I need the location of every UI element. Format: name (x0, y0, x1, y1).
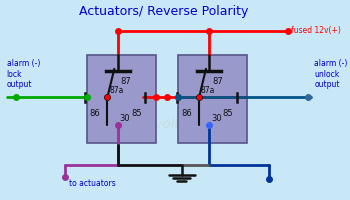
Text: 30: 30 (119, 114, 130, 123)
Text: 86: 86 (181, 109, 192, 118)
Text: fused 12v(+): fused 12v(+) (292, 26, 341, 36)
Text: 87a: 87a (109, 86, 124, 95)
Text: 30: 30 (211, 114, 222, 123)
Text: 85: 85 (223, 109, 233, 118)
Text: the12volt.com: the12volt.com (116, 117, 212, 130)
Text: 87a: 87a (201, 86, 215, 95)
Text: to actuators: to actuators (69, 179, 116, 188)
Bar (87, 55, 155, 143)
Bar (178, 55, 247, 143)
Text: Actuators/ Reverse Polarity: Actuators/ Reverse Polarity (79, 5, 248, 18)
Text: 87: 87 (120, 77, 131, 86)
Text: alarm (-)
unlock
output: alarm (-) unlock output (314, 59, 348, 89)
Text: 86: 86 (89, 109, 100, 118)
Text: 85: 85 (131, 109, 141, 118)
Text: 87: 87 (212, 77, 223, 86)
Text: alarm (-)
lock
output: alarm (-) lock output (7, 59, 40, 89)
